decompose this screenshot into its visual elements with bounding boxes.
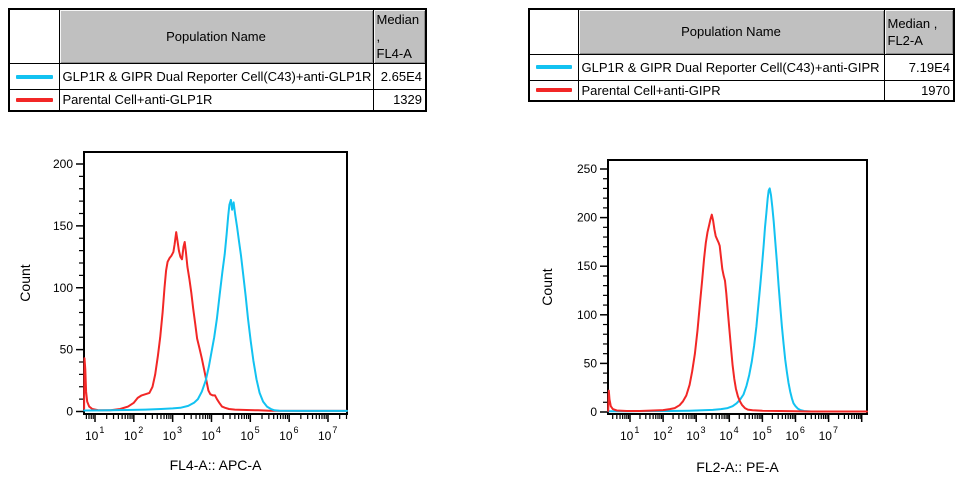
x-tick-label: 105 [240, 425, 259, 443]
y-axis-title: Count [539, 268, 555, 305]
plot-frame [607, 159, 868, 415]
swatch-cell [8, 63, 60, 90]
legend-swatch-column-header [8, 8, 60, 64]
y-tick-label: 0 [590, 405, 597, 419]
red-series-swatch [536, 88, 572, 93]
x-tick-label: 105 [752, 425, 771, 443]
table-row: Parental Cell+anti-GLP1R 1329 [8, 89, 427, 111]
median-header-line1: Median , [376, 12, 420, 44]
population-name-header: Population Name [58, 8, 374, 64]
y-tick-label: 0 [66, 405, 73, 419]
x-tick-label: 101 [85, 425, 104, 443]
y-axis-title: Count [17, 264, 33, 301]
y-tick-label: 50 [584, 356, 598, 370]
median-value-cell: 1970 [883, 79, 955, 102]
swatch-cell [528, 53, 579, 81]
y-tick-label: 100 [577, 308, 597, 322]
y-tick-label: 150 [577, 259, 597, 273]
flow-histogram-right: 101 102 103 104 105 106 107 0 50 100 150 200 250 Coun… [539, 159, 868, 475]
x-tick-label: 102 [124, 425, 143, 443]
histogram-curve-red [83, 231, 348, 412]
y-tick-label: 100 [53, 281, 73, 295]
x-tick-label: 104 [719, 425, 738, 443]
table-row: GLP1R & GIPR Dual Reporter Cell(C43)+ant… [8, 63, 427, 90]
x-tick-label: 106 [786, 425, 805, 443]
legend-table-right: Population Name Median , FL2-A GLP1R & G… [528, 8, 955, 102]
x-axis-title: FL4-A:: APC-A [170, 457, 262, 473]
histogram-curve-red [607, 213, 868, 413]
x-axis-title: FL2-A:: PE-A [696, 459, 779, 475]
median-value-cell: 7.19E4 [883, 53, 955, 81]
legend-table-left: Population Name Median , FL4-A GLP1R & G… [8, 8, 427, 112]
legend-swatch-column-header [528, 8, 579, 55]
y-tick-label: 250 [577, 162, 597, 176]
histogram-curve-cyan [607, 187, 868, 413]
y-tick-label: 150 [53, 219, 73, 233]
x-tick-label: 106 [279, 425, 298, 443]
y-tick-label: 200 [53, 157, 73, 171]
population-name-cell: Parental Cell+anti-GIPR [577, 79, 885, 102]
y-tick-label: 200 [577, 211, 597, 225]
table-row: Parental Cell+anti-GIPR 1970 [528, 79, 955, 102]
red-series-swatch [16, 97, 53, 102]
population-name-header: Population Name [577, 8, 885, 55]
median-header-line2: FL2-A [887, 32, 923, 48]
median-header: Median , FL4-A [372, 8, 427, 64]
median-header: Median , FL2-A [883, 8, 955, 55]
x-tick-label: 107 [318, 425, 337, 443]
swatch-cell [528, 79, 579, 102]
median-value-cell: 1329 [372, 89, 427, 111]
x-tick-label: 102 [653, 425, 672, 443]
population-name-cell: GLP1R & GIPR Dual Reporter Cell(C43)+ant… [58, 63, 374, 90]
x-tick-label: 103 [686, 425, 705, 443]
median-header-line1: Median , [887, 15, 938, 31]
swatch-cell [8, 89, 60, 111]
x-tick-label: 107 [819, 425, 838, 443]
table-row: GLP1R & GIPR Dual Reporter Cell(C43)+ant… [528, 53, 955, 81]
x-tick-label: 104 [201, 425, 220, 443]
y-tick-label: 50 [60, 343, 74, 357]
median-header-line2: FL4-A [376, 46, 412, 61]
histogram-curve-cyan [83, 198, 348, 412]
x-tick-label: 101 [620, 425, 639, 443]
cyan-series-swatch [536, 65, 572, 69]
x-tick-label: 103 [163, 425, 182, 443]
population-name-cell: Parental Cell+anti-GLP1R [58, 89, 374, 111]
population-name-cell: GLP1R & GIPR Dual Reporter Cell(C43)+ant… [577, 53, 885, 81]
cyan-series-swatch [16, 74, 53, 79]
median-value-cell: 2.65E4 [372, 63, 427, 90]
plot-frame [83, 151, 348, 415]
flow-histogram-left: 101 102 103 104 105 106 107 0 50 100 150 200 Count FL… [17, 151, 348, 473]
